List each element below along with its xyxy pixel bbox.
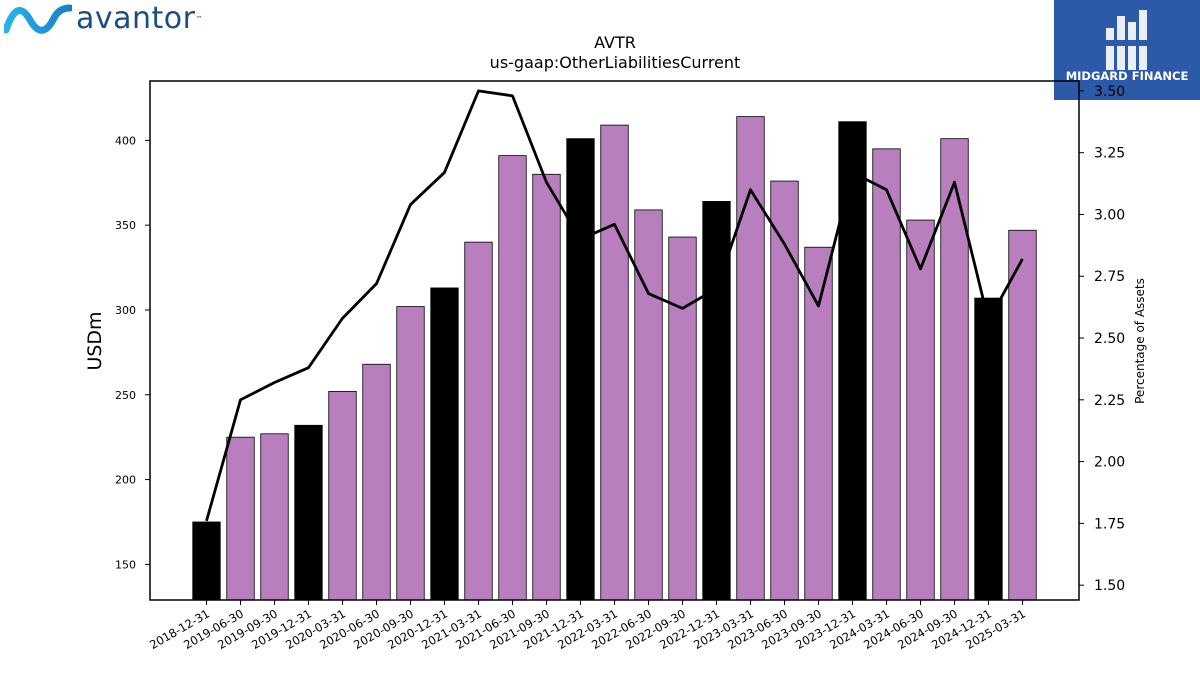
bar-2022-03-31 — [600, 124, 629, 601]
y2-tick-label: 3.00 — [1094, 207, 1125, 223]
y-tick-label: 400 — [115, 134, 136, 147]
bar-2019-09-30 — [260, 433, 289, 601]
y-tick-label: 300 — [115, 304, 136, 317]
bar-2021-09-30 — [532, 173, 561, 601]
percentage-of-assets-line — [205, 89, 1024, 522]
line-layer — [205, 89, 1024, 522]
bar-2019-06-30 — [226, 436, 255, 601]
chart-title: AVTR — [594, 33, 636, 52]
bar-2023-12-31 — [838, 121, 867, 601]
y2-tick-label: 1.50 — [1094, 578, 1125, 594]
bar-2022-12-31 — [702, 201, 731, 601]
y-tick-label: 200 — [115, 474, 136, 487]
bar-2020-06-30 — [362, 363, 391, 601]
y-axis-label: USDm — [84, 311, 106, 370]
avantor-logo: avantor ™ — [4, 2, 203, 36]
bar-2021-06-30 — [498, 155, 527, 601]
y2-tick-label: 3.50 — [1094, 84, 1125, 100]
bar-2021-03-31 — [464, 241, 493, 601]
bar-2022-09-30 — [668, 236, 697, 601]
bar-2023-06-30 — [770, 180, 799, 601]
bar-2023-09-30 — [804, 246, 833, 601]
y2-tick-label: 3.25 — [1094, 146, 1125, 162]
y-tick-label: 150 — [115, 558, 136, 571]
y2-tick-label: 1.75 — [1094, 516, 1125, 532]
bar-2024-03-31 — [872, 148, 901, 601]
avantor-logo-icon — [4, 4, 72, 34]
bar-2020-09-30 — [396, 306, 425, 601]
bar-2020-03-31 — [328, 390, 357, 601]
bar-2022-06-30 — [634, 209, 663, 601]
bar-2025-03-31 — [1008, 229, 1037, 601]
midgard-logo-icon — [1106, 10, 1147, 70]
bar-2024-12-31 — [974, 297, 1003, 601]
bar-2019-12-31 — [294, 424, 323, 601]
x-axis: 2018-12-312019-06-302019-09-302019-12-31… — [147, 600, 1028, 652]
bars-layer — [192, 116, 1037, 601]
left-axis: 150 200 250 300 350 400 — [115, 134, 150, 571]
avantor-wordmark: avantor — [76, 1, 196, 36]
y2-axis-label: Percentage of Assets — [1133, 278, 1147, 404]
chart-subtitle: us-gaap:OtherLiabilitiesCurrent — [490, 53, 741, 72]
right-axis: 1.50 1.75 2.00 2.25 2.50 2.75 3.00 3.25 3.50 — [1079, 84, 1125, 594]
y2-tick-label: 2.25 — [1094, 393, 1125, 409]
bar-2018-12-31 — [192, 521, 221, 601]
bar-2024-06-30 — [906, 219, 935, 601]
y2-tick-label: 2.75 — [1094, 269, 1125, 285]
midgard-finance-wordmark: MIDGARD FINANCE — [1065, 69, 1189, 83]
y2-tick-label: 2.50 — [1094, 331, 1125, 347]
bar-2023-03-31 — [736, 116, 765, 601]
bar-2021-12-31 — [566, 138, 595, 601]
bar-2020-12-31 — [430, 287, 459, 601]
trademark-mark: ™ — [195, 15, 203, 23]
y2-tick-label: 2.00 — [1094, 455, 1125, 471]
y-tick-label: 350 — [115, 219, 136, 232]
y-tick-label: 250 — [115, 389, 136, 402]
